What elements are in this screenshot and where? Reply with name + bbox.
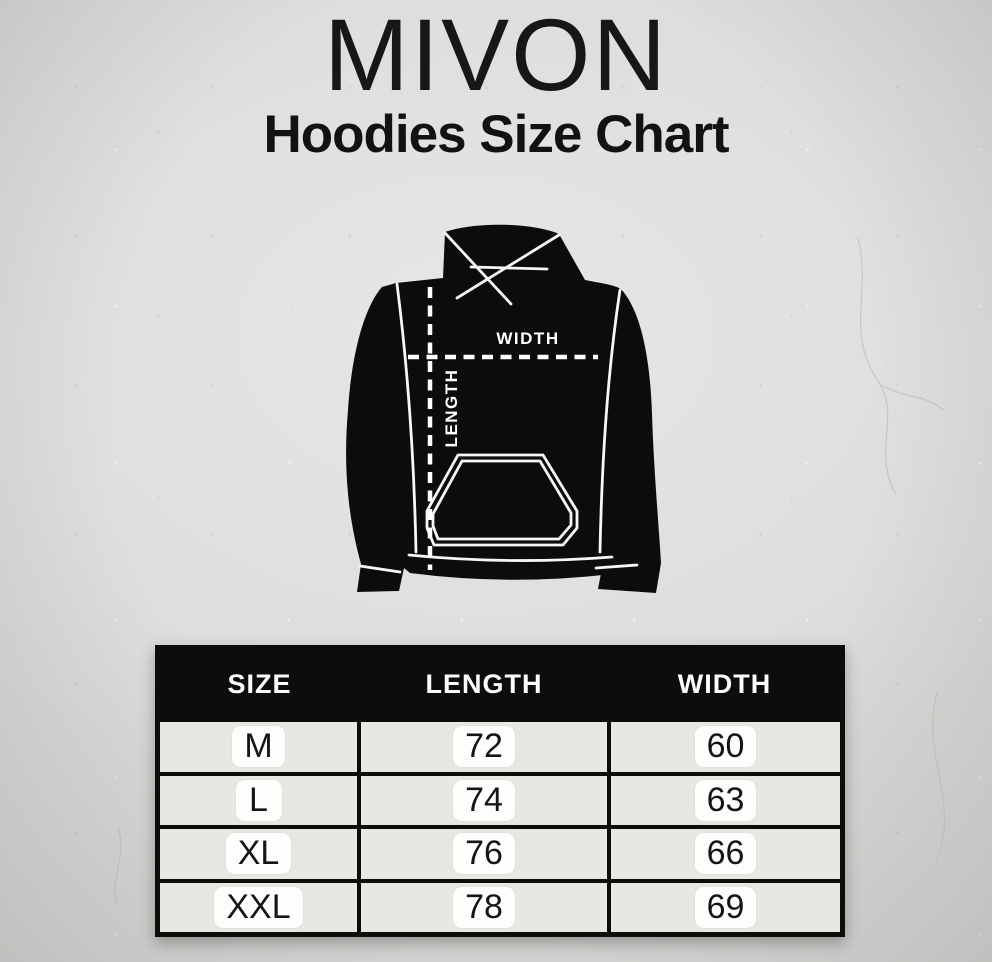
width-cell: 66 [611,829,840,879]
right-sleeve-seam [598,288,622,554]
size-table-header: SIZE LENGTH WIDTH [160,650,840,718]
size-table: SIZE LENGTH WIDTH M 72 60 L 74 63 XL 76 … [155,645,845,937]
right-cuff-line [594,563,639,570]
hoodie-seam-lines [358,231,639,574]
pocket-outer-outline [425,453,579,547]
page-subtitle: Hoodies Size Chart [263,105,730,164]
width-label: WIDTH [496,329,559,348]
measurement-lines [408,287,598,570]
size-cell: M [160,722,357,772]
width-value-chip: 69 [694,886,757,928]
hood-back-chord-line [469,265,549,271]
width-cell: 63 [611,775,840,825]
size-value-chip: L [235,779,282,821]
length-cell: 76 [361,829,607,879]
size-value-chip: XXL [214,886,303,928]
size-value-chip: M [232,726,285,768]
width-value-chip: 63 [694,779,757,821]
length-cell: 78 [361,882,607,932]
size-value-chip: XL [225,833,292,875]
length-value-chip: 76 [453,833,515,875]
hem-band-line [407,553,614,562]
width-value-chip: 66 [694,833,757,875]
length-cell: 72 [361,722,607,772]
length-label: LENGTH [442,369,461,448]
left-sleeve-seam [395,282,418,554]
header-cell-size: SIZE [227,668,292,699]
hoodie-silhouette [346,224,661,594]
length-value-chip: 74 [453,779,515,821]
size-cell: XL [160,829,357,879]
table-row-xl: XL 76 66 [160,829,840,879]
length-value-chip: 78 [453,886,515,928]
header-cell-length: LENGTH [425,668,543,699]
left-cuff-line [358,564,402,574]
width-cell: 69 [611,882,840,932]
hood-opening-right-line [455,233,561,300]
header-cell-width: WIDTH [677,668,772,699]
table-row-xxl: XXL 78 69 [160,882,840,932]
size-cell: XXL [160,882,357,932]
hoodie-measurement-diagram: WIDTH LENGTH [346,224,661,594]
table-row-m: M 72 60 [160,722,840,772]
brand-title: MIVON [323,0,669,112]
width-value-chip: 60 [694,726,757,768]
pocket-inner-outline [431,459,573,541]
table-row-l: L 74 63 [160,775,840,825]
length-value-chip: 72 [453,726,515,768]
size-cell: L [160,775,357,825]
length-cell: 74 [361,775,607,825]
width-cell: 60 [611,722,840,772]
